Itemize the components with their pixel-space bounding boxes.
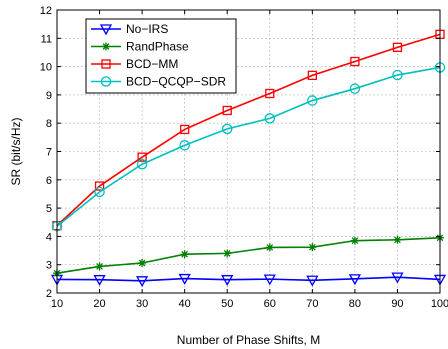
data-point <box>180 250 189 259</box>
data-point <box>221 123 233 135</box>
y-tick-label: 5 <box>46 203 52 215</box>
data-point <box>306 275 319 287</box>
x-tick-label: 80 <box>349 298 361 310</box>
data-point <box>178 273 191 285</box>
data-point <box>222 105 232 116</box>
data-point <box>138 259 147 268</box>
axis-ticks <box>56 9 441 294</box>
data-point <box>350 56 360 67</box>
series-line <box>56 66 441 227</box>
x-tick-label: 60 <box>264 298 276 310</box>
legend-label: BCD−MM <box>126 57 178 71</box>
x-tick-label: 30 <box>136 298 148 310</box>
x-tick-label: 90 <box>391 298 403 310</box>
data-point <box>348 274 361 286</box>
y-tick-label: 8 <box>46 118 52 130</box>
data-point <box>349 83 361 94</box>
grid-lines <box>57 10 440 293</box>
series-layer <box>50 29 447 288</box>
y-tick-label: 10 <box>40 62 52 74</box>
data-point <box>264 113 276 124</box>
data-point <box>221 275 234 287</box>
x-tick-label: 100 <box>431 298 448 310</box>
data-point <box>95 262 104 271</box>
data-point <box>93 275 106 287</box>
data-point <box>391 272 404 284</box>
x-tick-label: 10 <box>51 298 63 310</box>
data-point <box>263 274 276 286</box>
legend-label: RandPhase <box>126 40 189 54</box>
y-axis-label: SR (bit/s/Hz) <box>9 117 23 185</box>
legend-marker <box>99 24 113 36</box>
x-tick-label: 40 <box>179 298 191 310</box>
data-point <box>136 276 149 288</box>
series-0 <box>50 272 447 288</box>
data-point <box>350 236 359 245</box>
y-tick-label: 6 <box>46 175 52 187</box>
data-point <box>223 249 232 258</box>
series-line <box>56 237 441 274</box>
y-tick-label: 12 <box>40 5 52 17</box>
y-tick-label: 11 <box>41 33 52 45</box>
y-tick-label: 3 <box>46 260 52 272</box>
data-point <box>265 88 275 99</box>
legend-marker <box>102 42 110 51</box>
y-tick-label: 7 <box>46 147 52 159</box>
data-point <box>307 95 318 106</box>
data-point <box>137 152 147 162</box>
x-tick-label: 70 <box>306 298 318 310</box>
legend-item: BCD−QCQP−SDR <box>91 75 226 89</box>
data-point <box>393 235 402 244</box>
y-tick-label: 2 <box>46 288 52 300</box>
series-line <box>56 33 441 227</box>
legend-label: No−IRS <box>126 22 168 36</box>
y-tick-label: 4 <box>46 231 52 243</box>
legend-label: BCD−QCQP−SDR <box>126 75 226 89</box>
data-point <box>307 70 317 81</box>
data-point <box>94 186 105 198</box>
tick-labels: 10 20 30 40 50 60 70 80 90 100 2 3 4 5 6 7 8 9 10 11 12 <box>40 5 448 310</box>
x-axis-label: Number of Phase Shifts, M <box>177 333 320 347</box>
x-tick-label: 20 <box>93 298 105 310</box>
legend-marker <box>100 76 112 87</box>
data-point <box>180 124 190 135</box>
series-line <box>56 276 441 282</box>
data-point <box>392 69 403 81</box>
legend-item: No−IRS <box>91 22 168 36</box>
data-point <box>94 181 105 191</box>
data-point <box>179 140 190 151</box>
legend-item: RandPhase <box>91 40 189 54</box>
legend: No−IRS RandPhase BCD−MM BCD−QCQP−SDR <box>85 18 237 94</box>
data-point <box>392 42 403 53</box>
x-tick-label: 50 <box>221 298 233 310</box>
legend-item: BCD−MM <box>91 57 178 71</box>
data-point <box>265 243 274 252</box>
data-point <box>136 158 148 170</box>
y-tick-label: 9 <box>46 90 52 102</box>
data-point <box>308 243 317 252</box>
legend-marker <box>101 59 111 69</box>
